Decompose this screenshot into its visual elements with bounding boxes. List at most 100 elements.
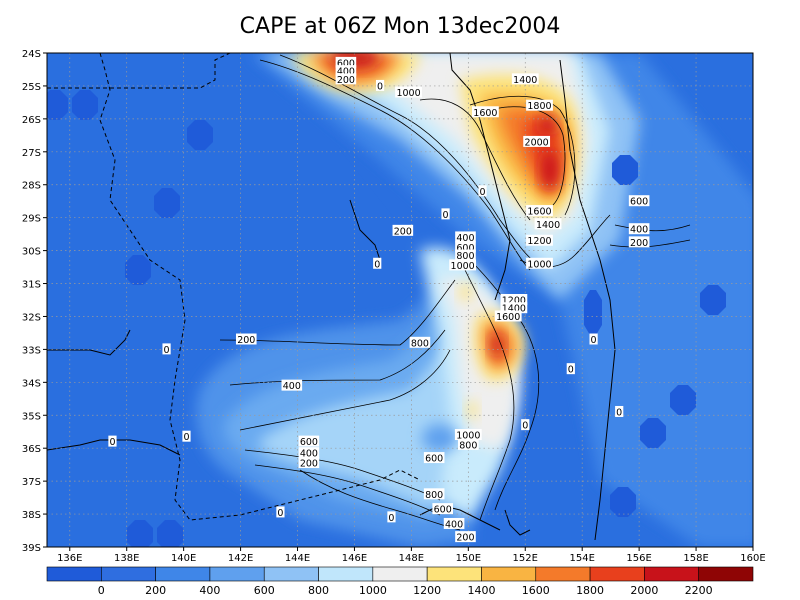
x-tick-label: 146E bbox=[342, 553, 367, 564]
contour-label-bg bbox=[628, 236, 650, 248]
chart-title: CAPE at 06Z Mon 13dec2004 bbox=[239, 14, 561, 39]
contour-label-bg bbox=[441, 208, 450, 220]
contour-label: 400 bbox=[283, 381, 301, 392]
contour-label-bg bbox=[375, 79, 385, 91]
contour-label: 0 bbox=[109, 437, 115, 448]
colorbar-swatch bbox=[155, 566, 211, 582]
contour-label-bg bbox=[276, 506, 285, 518]
contour-label-bg bbox=[511, 73, 539, 85]
contour-label: 600 bbox=[456, 243, 474, 254]
y-tick-label: 37S bbox=[22, 477, 41, 488]
colorbar-swatch bbox=[481, 566, 537, 582]
contour-label-bg bbox=[500, 294, 528, 305]
contour-lines bbox=[219, 54, 691, 531]
contour-label: 0 bbox=[164, 345, 170, 356]
contour-label: 400 bbox=[456, 233, 474, 244]
contour-label-bg bbox=[335, 73, 357, 85]
colorbar-swatch bbox=[589, 566, 645, 582]
contour-label-bg bbox=[392, 224, 414, 236]
colorbar-label: 2000 bbox=[630, 584, 658, 597]
contour-label: 600 bbox=[630, 197, 648, 208]
contour-label: 1000 bbox=[527, 259, 551, 270]
contour-label-bg bbox=[455, 531, 476, 543]
contour-label-bg bbox=[443, 517, 465, 529]
colorbar-swatch bbox=[698, 566, 754, 582]
contour-labels: 0600400200100014001600180020000020016001… bbox=[108, 56, 650, 544]
contour-label-bg bbox=[472, 106, 499, 118]
x-tick-label: 154E bbox=[569, 553, 594, 564]
contour-label-bg bbox=[235, 333, 257, 345]
contour-label: 1800 bbox=[527, 101, 551, 112]
contour-label: 1000 bbox=[456, 431, 480, 442]
y-tick-label: 24S bbox=[22, 49, 41, 60]
contour-label-bg bbox=[455, 241, 476, 253]
colorbar-label: 1800 bbox=[576, 584, 604, 597]
contour-label: 0 bbox=[374, 259, 380, 270]
contour-label-bg bbox=[373, 257, 382, 269]
x-tick-label: 142E bbox=[228, 553, 253, 564]
colorbar-label: 400 bbox=[199, 584, 220, 597]
contour-label: 0 bbox=[443, 210, 449, 221]
x-tick-label: 138E bbox=[114, 553, 139, 564]
colorbar-label: 1200 bbox=[413, 584, 441, 597]
contour-label-bg bbox=[589, 333, 598, 345]
contour-label: 200 bbox=[394, 226, 412, 237]
contour-label: 1400 bbox=[536, 220, 560, 231]
y-tick-label: 28S bbox=[22, 181, 41, 192]
contour-label: 1200 bbox=[527, 236, 551, 247]
contour-label-bg bbox=[526, 205, 553, 217]
contour-label: 0 bbox=[616, 407, 622, 418]
contour-label-bg bbox=[449, 259, 477, 271]
contour-label-bg bbox=[458, 438, 479, 450]
y-axis: 24S 25S 26S 27S 28S 29S 30S 31S 32S 33S 34S 35S 36S 3… bbox=[22, 49, 47, 554]
contour-label: 1600 bbox=[527, 207, 551, 218]
contour-label: 800 bbox=[425, 490, 443, 501]
contour-label: 0 bbox=[480, 187, 486, 198]
y-tick-label: 29S bbox=[22, 214, 41, 225]
grid-lines bbox=[47, 53, 753, 547]
x-tick-label: 156E bbox=[626, 553, 651, 564]
colorbar-swatch bbox=[46, 566, 102, 582]
contour-label-bg bbox=[494, 310, 522, 322]
contour-label-bg bbox=[454, 429, 482, 441]
cape-field bbox=[47, 53, 753, 547]
contour-label: 0 bbox=[591, 335, 597, 346]
colorbar-label: 1000 bbox=[359, 584, 387, 597]
colorbar-swatch bbox=[372, 566, 428, 582]
contour-label-bg bbox=[335, 56, 357, 68]
x-tick-label: 136E bbox=[57, 553, 82, 564]
contour-label-bg bbox=[298, 435, 320, 447]
contour-label: 800 bbox=[456, 251, 474, 262]
colorbar-label: 2200 bbox=[685, 584, 713, 597]
contour-label: 0 bbox=[388, 513, 394, 524]
x-tick-label: 152E bbox=[513, 553, 538, 564]
contour-label-bg bbox=[526, 234, 553, 246]
plot-frame bbox=[46, 52, 754, 548]
contour-label: 0 bbox=[277, 508, 283, 519]
contour-label-bg bbox=[409, 336, 431, 348]
contour-label: 1400 bbox=[502, 304, 526, 315]
contour-label: 200 bbox=[300, 459, 318, 470]
colorbar-swatch bbox=[644, 566, 699, 582]
colorbar-label: 600 bbox=[254, 584, 275, 597]
y-tick-label: 38S bbox=[22, 510, 41, 521]
contour-label: 1200 bbox=[502, 296, 526, 307]
y-tick-label: 33S bbox=[22, 345, 41, 356]
contour-label-bg bbox=[298, 457, 320, 469]
x-tick-label: 158E bbox=[683, 553, 708, 564]
y-tick-label: 27S bbox=[22, 148, 41, 159]
colorbar-label: 0 bbox=[98, 584, 105, 597]
x-tick-label: 140E bbox=[171, 553, 196, 564]
colorbar-swatch bbox=[209, 566, 265, 582]
contour-label-bg bbox=[455, 231, 476, 243]
y-tick-label: 25S bbox=[22, 82, 41, 93]
contour-label: 600 bbox=[434, 505, 452, 516]
contour-label: 0 bbox=[183, 432, 189, 443]
contour-label: 800 bbox=[411, 338, 429, 349]
contour-label-bg bbox=[423, 452, 445, 464]
contour-label: 200 bbox=[630, 238, 648, 249]
colorbar-swatch bbox=[263, 566, 319, 582]
contour-label-bg bbox=[432, 503, 454, 515]
y-tick-label: 36S bbox=[22, 444, 41, 455]
contour-label-bg bbox=[521, 419, 530, 431]
